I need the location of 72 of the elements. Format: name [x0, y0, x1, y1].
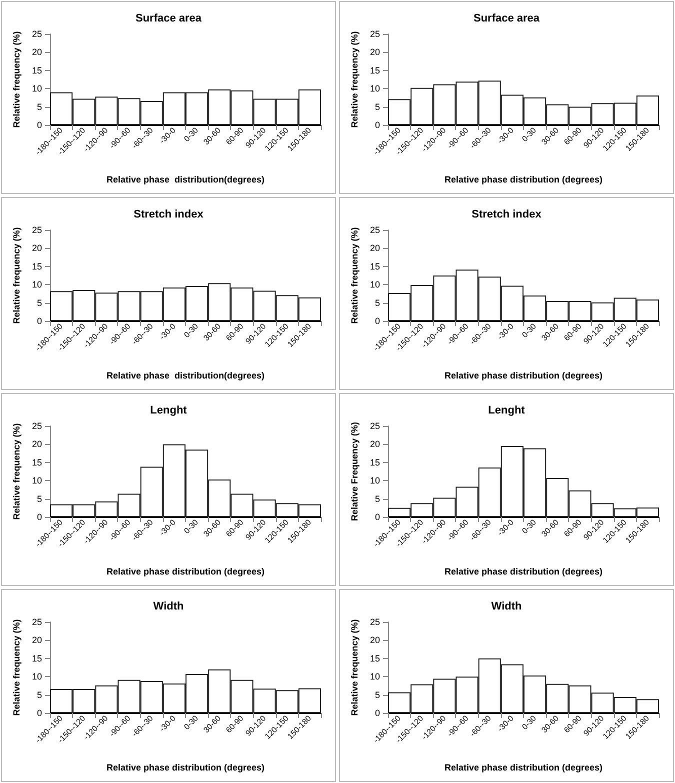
y-tick-label: 15 [370, 457, 380, 468]
y-tick-label: 20 [32, 439, 42, 450]
chart-title: Lenght [150, 404, 188, 416]
x-axis-title: Relative phase distribution (degrees) [444, 566, 603, 576]
y-tick-label: 10 [32, 476, 42, 486]
y-tick-label: 25 [370, 617, 380, 627]
y-tick-label: 20 [370, 635, 380, 646]
y-axis-title: Relative frequency (%) [350, 31, 360, 128]
y-tick-label: 10 [32, 672, 42, 682]
y-axis-title: Relative frequency (%) [12, 31, 22, 128]
y-tick-label: 0 [36, 708, 42, 718]
y-tick-label: 0 [374, 512, 380, 522]
y-axis-title: Relative frequency (%) [12, 227, 22, 324]
y-tick-label: 20 [32, 635, 42, 646]
y-tick-label: 20 [370, 243, 380, 254]
y-tick-label: 25 [32, 421, 42, 431]
y-tick-label: 5 [36, 102, 42, 112]
y-tick-label: 15 [32, 457, 42, 468]
y-tick-label: 5 [374, 494, 380, 504]
y-axis-title: Relative frequency (%) [350, 227, 360, 324]
chart-title: Surface area [135, 12, 202, 24]
x-axis-title: Relative phase distribution (degrees) [106, 566, 265, 576]
y-tick-label: 25 [32, 617, 42, 627]
x-axis-title: Relative phase distribution (degrees) [444, 370, 603, 380]
chart-title: Width [491, 600, 522, 612]
y-tick-label: 5 [36, 298, 42, 308]
y-tick-label: 15 [32, 65, 42, 76]
x-axis-title: Relative phase distribution (degrees) [444, 762, 603, 772]
y-tick-label: 15 [370, 653, 380, 664]
chart-title: Stretch index [472, 208, 542, 220]
y-tick-label: 15 [370, 261, 380, 272]
y-tick-label: 20 [32, 47, 42, 58]
chart-title: Surface area [473, 12, 540, 24]
y-axis-title: Relative frequency (%) [12, 619, 22, 716]
y-tick-label: 10 [370, 672, 380, 682]
y-axis-title: Relative frequency (%) [12, 423, 22, 520]
y-tick-label: 10 [32, 84, 42, 94]
y-tick-label: 5 [36, 494, 42, 504]
y-tick-label: 25 [370, 225, 380, 235]
chart-title: Width [153, 600, 184, 612]
y-tick-label: 5 [374, 102, 380, 112]
y-tick-label: 20 [32, 243, 42, 254]
y-tick-label: 0 [36, 512, 42, 522]
y-tick-label: 0 [374, 120, 380, 130]
y-tick-label: 25 [370, 29, 380, 39]
x-axis-title: Relative phase distribution(degrees) [106, 370, 265, 380]
y-tick-label: 15 [370, 65, 380, 76]
y-tick-label: 20 [370, 47, 380, 58]
y-tick-label: 5 [374, 298, 380, 308]
y-axis-title: Relative Frequency (%) [350, 422, 360, 522]
x-axis-title: Relative phase distribution(degrees) [106, 174, 265, 184]
y-tick-label: 0 [36, 316, 42, 326]
y-tick-label: 10 [370, 84, 380, 94]
y-tick-label: 25 [32, 29, 42, 39]
y-tick-label: 5 [374, 690, 380, 700]
y-tick-label: 0 [36, 120, 42, 130]
y-tick-label: 25 [32, 225, 42, 235]
chart-title: Lenght [488, 404, 526, 416]
y-tick-label: 25 [370, 421, 380, 431]
y-tick-label: 15 [32, 653, 42, 664]
y-tick-label: 0 [374, 316, 380, 326]
y-tick-label: 20 [370, 439, 380, 450]
chart-title: Stretch index [134, 208, 204, 220]
y-tick-label: 15 [32, 261, 42, 272]
y-axis-title: Relative frequency (%) [350, 619, 360, 716]
y-tick-label: 0 [374, 708, 380, 718]
x-axis-title: Relative phase distribution (degrees) [444, 174, 603, 184]
y-tick-label: 5 [36, 690, 42, 700]
y-tick-label: 10 [370, 476, 380, 486]
y-tick-label: 10 [32, 280, 42, 290]
x-axis-title: Relative phase distribution (degrees) [106, 762, 265, 772]
y-tick-label: 10 [370, 280, 380, 290]
